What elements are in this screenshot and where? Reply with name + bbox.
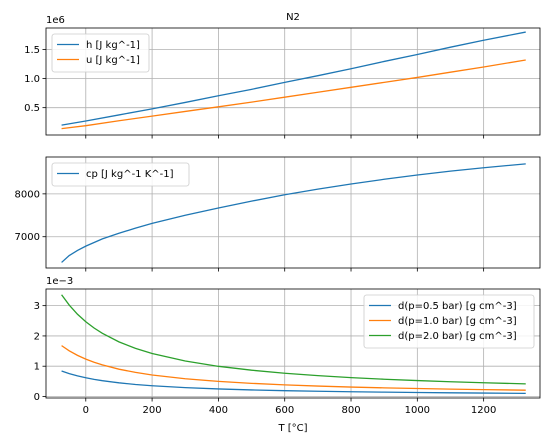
legend: cp [J kg^-1 K^-1] (51, 162, 190, 187)
series-line-1 (61, 370, 526, 394)
x-tick-label: 0 (83, 405, 89, 416)
y-tick-label: 1.0 (24, 74, 40, 85)
x-tick-label: 600 (275, 405, 294, 416)
axis-offset-label: 1e−3 (46, 276, 73, 287)
x-tick-label: 1200 (471, 405, 496, 416)
y-tick-label: 7000 (15, 232, 40, 243)
legend: d(p=0.5 bar) [g cm^-3] d(p=1.0 bar) [g cm… (363, 294, 535, 349)
axes-frame (45, 27, 541, 136)
x-tick-label: 1000 (405, 405, 430, 416)
y-tick-label: 3 (34, 301, 40, 312)
figure-title: N2 (286, 12, 300, 23)
series-line-2 (61, 345, 526, 391)
x-tick-label: 800 (341, 405, 360, 416)
y-tick-label: 0.5 (24, 103, 40, 114)
y-tick-label: 2 (34, 331, 40, 342)
axis-offset-label: 1e6 (46, 15, 65, 26)
legend-box (51, 33, 150, 73)
subplot-1: 0.5 1.0 1.5 1e6 h [J kg^-1] u [J kg^-1] (24, 15, 541, 139)
legend-label: d(p=0.5 bar) [g cm^-3] (398, 301, 517, 312)
legend-box (363, 294, 535, 349)
legend-label: h [J kg^-1] (86, 40, 140, 51)
legend-label: d(p=2.0 bar) [g cm^-3] (398, 331, 517, 342)
series-line-1 (61, 31, 526, 126)
axes-frame (45, 156, 541, 269)
x-axis-label: T [°C] (277, 423, 307, 434)
subplot-2: 7000 8000 cp [J kg^-1 K^-1] (15, 156, 541, 272)
axes-frame (45, 288, 541, 399)
series-line-3 (61, 294, 526, 385)
legend-box (51, 162, 190, 187)
y-tick-label: 1 (34, 362, 40, 373)
y-tick-label: 1.5 (24, 45, 40, 56)
legend-label: cp [J kg^-1 K^-1] (86, 169, 174, 180)
series-line-2 (61, 59, 526, 130)
x-tick-label: 400 (209, 405, 228, 416)
y-tick-label: 0 (34, 392, 40, 403)
series-line-1 (61, 163, 526, 263)
legend: h [J kg^-1] u [J kg^-1] (51, 33, 150, 73)
subplot-3: 0 200 400 600 800 1000 1200 0 1 2 3 1e−3 d(p=0.5 bar… (34, 276, 541, 416)
y-tick-label: 8000 (15, 189, 40, 200)
axes-layer: 0.5 1.0 1.5 1e6 h [J kg^-1] u [J kg^-1] 7000 80… (15, 15, 541, 416)
legend-label: u [J kg^-1] (86, 55, 140, 66)
x-tick-label: 200 (143, 405, 162, 416)
legend-label: d(p=1.0 bar) [g cm^-3] (398, 316, 517, 327)
